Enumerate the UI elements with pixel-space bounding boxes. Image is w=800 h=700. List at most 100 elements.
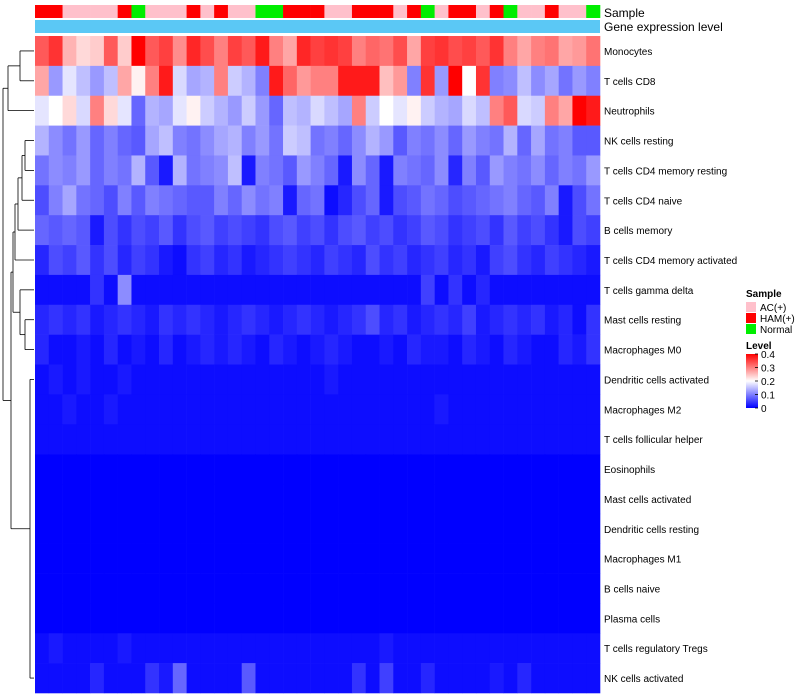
heatmap-cell xyxy=(586,36,601,67)
heatmap-cell xyxy=(420,185,435,216)
heatmap-cell xyxy=(462,394,477,425)
heatmap-cell xyxy=(310,513,325,544)
heatmap-cell xyxy=(448,603,463,634)
heatmap-cell xyxy=(200,483,215,515)
sample-annotation-cell xyxy=(103,5,118,18)
heatmap-cell xyxy=(462,125,477,156)
heatmap-cell xyxy=(117,155,132,186)
heatmap-cell xyxy=(117,483,132,515)
heatmap-cell xyxy=(338,663,353,694)
sample-annotation-cell xyxy=(338,5,353,18)
heatmap-cell xyxy=(351,245,367,276)
heatmap-cell xyxy=(227,663,243,694)
heatmap-cell xyxy=(379,454,394,485)
heatmap-cell xyxy=(586,663,601,694)
heatmap-cell xyxy=(103,394,118,425)
heatmap-cell xyxy=(296,483,311,515)
heatmap-cell xyxy=(76,65,91,97)
heatmap-cell xyxy=(462,364,477,395)
heatmap-cell xyxy=(131,245,146,276)
heatmap-cell xyxy=(227,364,243,395)
heatmap-cell xyxy=(544,543,559,574)
row-label: T cells CD4 memory resting xyxy=(604,166,727,177)
heatmap-cell xyxy=(544,274,559,306)
level-tick-label: 0.1 xyxy=(761,391,775,402)
heatmap-cell xyxy=(572,663,587,694)
heatmap-cell xyxy=(489,125,504,156)
heatmap-cell xyxy=(103,65,118,97)
heatmap-cell xyxy=(200,364,215,395)
heatmap-cell xyxy=(586,454,601,485)
heatmap-cell xyxy=(517,454,532,485)
heatmap-cell xyxy=(269,215,284,246)
heatmap-cell xyxy=(324,245,339,276)
heatmap-cell xyxy=(489,454,504,485)
heatmap-cell xyxy=(159,454,174,485)
heatmap-cell xyxy=(310,543,325,574)
heatmap-cell xyxy=(103,95,118,126)
heatmap-cell xyxy=(255,274,270,306)
heatmap-cell xyxy=(172,513,187,544)
heatmap-cell xyxy=(241,454,256,485)
heatmap-cell xyxy=(393,424,408,455)
heatmap-cell xyxy=(255,573,270,604)
heatmap-cell xyxy=(90,65,105,97)
heatmap-cell xyxy=(283,185,298,216)
heatmap-cell xyxy=(448,155,463,186)
heatmap-cell xyxy=(48,633,63,664)
heatmap-cell xyxy=(310,36,325,67)
heatmap-cell xyxy=(269,95,284,126)
heatmap-cell xyxy=(365,65,380,97)
heatmap-cell xyxy=(517,543,532,574)
heatmap-cell xyxy=(296,513,311,544)
heatmap-cell xyxy=(35,185,50,216)
heatmap-cell xyxy=(558,603,573,634)
heatmap-cell xyxy=(558,215,573,246)
heatmap-cell xyxy=(434,125,449,156)
sample-annotation-cell xyxy=(544,5,559,18)
heatmap-cell xyxy=(283,65,298,97)
heatmap-cell xyxy=(172,364,187,395)
heatmap-cell xyxy=(503,543,518,574)
heatmap-cell xyxy=(227,573,243,604)
sample-legend-label: Normal xyxy=(760,325,792,336)
heatmap-cell xyxy=(310,364,325,395)
heatmap-cell xyxy=(90,155,105,186)
heatmap-cell xyxy=(172,215,187,246)
heatmap-cell xyxy=(35,454,50,485)
heatmap-cell xyxy=(200,334,215,365)
heatmap-cell xyxy=(255,95,270,126)
heatmap-cell xyxy=(420,215,435,246)
heatmap-cell xyxy=(255,543,270,574)
heatmap-cell xyxy=(103,36,118,67)
heatmap-cell xyxy=(241,95,256,126)
row-label: Mast cells activated xyxy=(604,495,691,506)
heatmap-cell xyxy=(531,65,546,97)
heatmap-cell xyxy=(172,394,187,425)
heatmap-cell xyxy=(420,155,435,186)
heatmap-cell xyxy=(517,364,532,395)
heatmap-cell xyxy=(200,185,215,216)
heatmap-cell xyxy=(338,483,353,515)
heatmap-cell xyxy=(475,185,491,216)
heatmap-cell xyxy=(159,36,174,67)
heatmap-cell xyxy=(241,274,256,306)
heatmap-cell xyxy=(131,513,146,544)
heatmap-cell xyxy=(365,663,380,694)
heatmap-cell xyxy=(269,513,284,544)
heatmap-cell xyxy=(131,155,146,186)
heatmap-cell xyxy=(296,663,311,694)
heatmap-cell xyxy=(241,304,256,335)
heatmap-cell xyxy=(407,573,422,604)
heatmap-cell xyxy=(420,334,435,365)
heatmap-cell xyxy=(296,185,311,216)
heatmap-cell xyxy=(186,603,201,634)
heatmap-cell xyxy=(324,215,339,246)
heatmap-cell xyxy=(475,36,491,67)
heatmap-cell xyxy=(227,36,243,67)
heatmap-cell xyxy=(338,185,353,216)
heatmap-cell xyxy=(572,274,587,306)
heatmap-cell xyxy=(131,424,146,455)
sample-annotation-cell xyxy=(62,5,77,18)
heatmap-cell xyxy=(365,95,380,126)
